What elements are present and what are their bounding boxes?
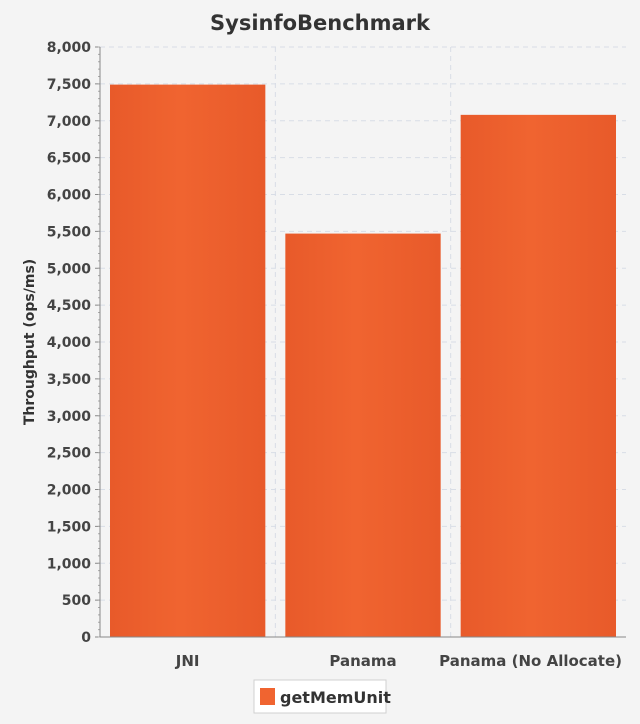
- legend-swatch-getmemunit: [260, 688, 275, 705]
- legend-label: getMemUnit: [280, 688, 391, 707]
- legend-box: [253, 679, 387, 714]
- y-tick-label: 7,000: [47, 114, 92, 130]
- y-tick-label: 500: [62, 593, 91, 609]
- y-tick-label: 4,500: [47, 298, 92, 314]
- y-tick-label: 6,000: [47, 188, 92, 204]
- bar-panama-no-allocate: [460, 114, 616, 638]
- x-tick-label: Panama (No Allocate): [439, 652, 622, 670]
- y-tick-label: 2,500: [47, 446, 92, 462]
- y-tick-label: 1,500: [47, 519, 92, 535]
- y-tick-label: 6,500: [47, 151, 92, 167]
- y-tick-label: 3,500: [47, 372, 92, 388]
- chart-title: SysinfoBenchmark: [210, 11, 431, 35]
- y-tick-label: 4,000: [47, 335, 92, 351]
- x-tick-label: JNI: [175, 652, 200, 670]
- y-tick-label: 3,000: [47, 409, 92, 425]
- y-tick-label: 7,500: [47, 77, 92, 93]
- bar-panama: [285, 233, 441, 637]
- y-tick-label: 0: [81, 630, 91, 646]
- y-tick-label: 5,000: [47, 261, 92, 277]
- legend: getMemUnit: [253, 679, 391, 714]
- axis-layer: 0 500 1,000 1,500 2,000 2,500 3,000 3,500 4,000 4…: [47, 40, 626, 670]
- y-tick-label: 2,000: [47, 483, 92, 499]
- y-tick-label: 8,000: [47, 40, 92, 56]
- bars-layer: [110, 84, 616, 638]
- y-axis-label: Throughput (ops/ms): [22, 259, 38, 425]
- x-tick-label: Panama: [329, 652, 396, 670]
- bar-jni: [110, 84, 266, 638]
- y-tick-label: 5,500: [47, 224, 92, 240]
- y-tick-label: 1,000: [47, 556, 92, 572]
